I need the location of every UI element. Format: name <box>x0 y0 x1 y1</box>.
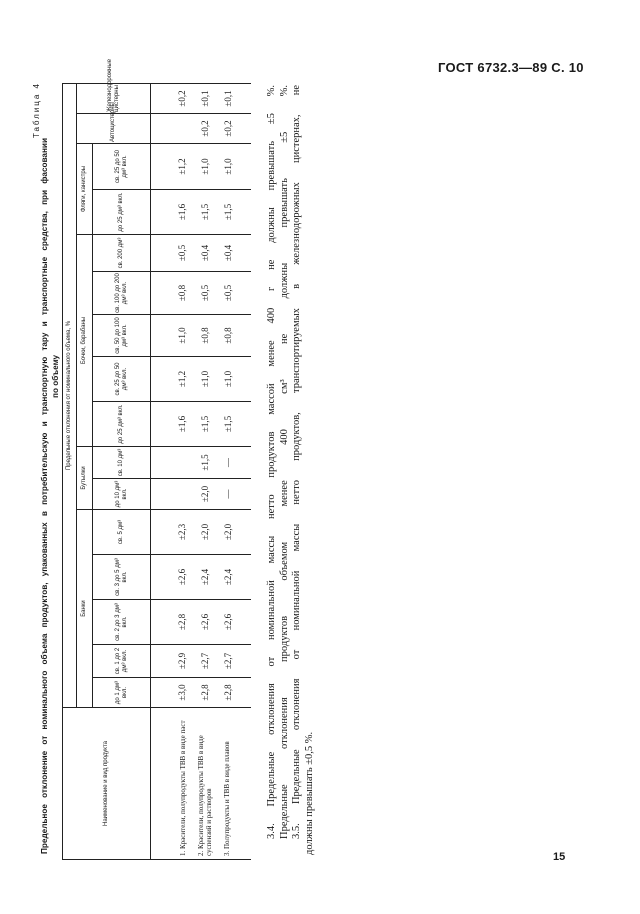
deviation-value: ±2,7 <box>187 644 223 678</box>
deviation-value: ±2,6 <box>187 599 223 645</box>
deviation-value: — <box>223 446 251 479</box>
group-header-flasks: Фляги, канистры <box>76 143 93 235</box>
deviation-value: ±2,7 <box>223 644 251 678</box>
column-header: св. 3 до 5 дм³ вкл. <box>92 554 151 600</box>
autocistern-header: Автоцистерны <box>76 102 151 144</box>
deviation-value: ±1,0 <box>187 356 223 402</box>
group-header-cans: Банки <box>76 509 93 708</box>
deviation-value: ±3,0 <box>150 677 187 708</box>
deviation-value <box>150 446 187 479</box>
deviation-value: ±2,6 <box>150 554 187 600</box>
deviation-value: ±1,6 <box>150 401 187 447</box>
deviation-value: ±2,8 <box>150 599 187 645</box>
paragraph-3-5: 3.5. Предельные отклонения от номинально… <box>291 85 302 839</box>
deviation-value: ±1,5 <box>223 189 251 235</box>
deviation-value: ±1,6 <box>150 189 187 235</box>
deviation-value: ±0,5 <box>223 271 251 315</box>
deviation-value: ±1,2 <box>150 143 187 190</box>
deviation-value: ±0,2 <box>187 113 223 144</box>
deviation-value: ±2,0 <box>187 509 223 555</box>
column-header: св. 25 до 50 дм³ вкл. <box>92 143 151 190</box>
deviation-value: ±0,1 <box>223 83 251 114</box>
deviation-value: ±0,2 <box>150 83 187 114</box>
deviation-value: ±0,4 <box>187 234 223 272</box>
deviation-value <box>150 113 187 144</box>
deviation-value: ±2,4 <box>187 554 223 600</box>
paragraph-3-5-cont: должны превышать ±0,5 %. <box>303 731 315 855</box>
column-header: св. 10 дм³ <box>92 446 151 479</box>
table-row: 1. Красители, полупродукты ТВВ в виде па… <box>150 83 187 860</box>
railcistern-header: Железнодорожные цистерны <box>76 59 151 114</box>
table-title: Предельное отклонение от номинального об… <box>40 138 49 854</box>
paragraph-3-4: 3.4. Предельные отклонения от номинально… <box>266 85 277 839</box>
deviation-value: ±1,5 <box>187 401 223 447</box>
deviation-value: ±1,0 <box>150 314 187 357</box>
column-header: до 25 дм³ вкл. <box>92 189 151 235</box>
deviation-value: ±1,2 <box>150 356 187 402</box>
page-number: 15 <box>553 851 566 863</box>
product-name: 3. Полупродукты и ТВВ в виде плавов <box>223 707 251 860</box>
column-header: до 1 дм³ вкл. <box>92 677 151 708</box>
deviation-value: ±0,8 <box>187 314 223 357</box>
deviation-value: ±2,0 <box>187 478 223 510</box>
deviation-value: ±1,5 <box>223 401 251 447</box>
column-header: св. 100 до 200 дм³ вкл. <box>92 271 151 315</box>
table-title-continuation: по объему <box>51 354 60 398</box>
deviation-value: ±2,4 <box>223 554 251 600</box>
deviation-value: ±2,0 <box>223 509 251 555</box>
column-header: до 25 дм³ вкл. <box>92 401 151 447</box>
group-header-bottles: Бутылки <box>76 446 93 510</box>
table-number: Таблица 4 <box>32 82 41 139</box>
rotated-page-content: Таблица 4 Предельное отклонение от номин… <box>30 59 330 860</box>
paragraph-3-4-cont: Предельные отклонения продуктов объемом … <box>278 85 290 839</box>
product-name: 1. Красители, полупродукты ТВВ в виде па… <box>150 707 187 860</box>
deviation-value: ±0,1 <box>187 83 223 114</box>
deviation-value: ±2,9 <box>150 644 187 678</box>
deviation-value: ±1,0 <box>223 143 251 190</box>
deviation-value: ±0,4 <box>223 234 251 272</box>
deviation-value: ±2,3 <box>150 509 187 555</box>
deviation-value: ±1,5 <box>187 189 223 235</box>
deviation-value <box>150 478 187 510</box>
column-header: св. 200 дм³ <box>92 234 151 272</box>
column-header: до 10 дм³ вкл. <box>92 478 151 510</box>
deviation-header: Предельные отклонения от номинального об… <box>62 83 77 708</box>
table-row: 2. Красители, полупродукты ТВВ в виде су… <box>187 83 223 860</box>
deviation-value: ±1,0 <box>187 143 223 190</box>
deviation-value: ±0,8 <box>150 271 187 315</box>
deviation-value: ±1,0 <box>223 356 251 402</box>
group-header-barrels: Бочки, барабаны <box>76 234 93 447</box>
column-header: св. 50 до 100 дм³ вкл. <box>92 314 151 357</box>
document-header-gost: ГОСТ 6732.3—89 С. 10 <box>438 60 584 75</box>
deviation-table: Наименование и вид продукта Предельные о… <box>62 59 251 860</box>
notes-text: 3.4. Предельные отклонения от номинально… <box>266 85 316 855</box>
deviation-value: ±0,2 <box>223 113 251 144</box>
deviation-value: ±2,8 <box>223 677 251 708</box>
product-name: 2. Красители, полупродукты ТВВ в виде су… <box>187 707 223 860</box>
deviation-value: ±2,6 <box>223 599 251 645</box>
deviation-value: ±0,5 <box>187 271 223 315</box>
table-row: 3. Полупродукты и ТВВ в виде плавов ±2,8 ±… <box>223 83 251 860</box>
deviation-value: ±0,5 <box>150 234 187 272</box>
deviation-value: ±0,8 <box>223 314 251 357</box>
name-header: Наименование и вид продукта <box>62 707 151 860</box>
deviation-value: ±1,5 <box>187 446 223 479</box>
column-header: св. 25 до 50 дм³ вкл. <box>92 356 151 402</box>
column-header: св. 5 дм³ <box>92 509 151 555</box>
deviation-value: — <box>223 478 251 510</box>
column-header: св. 1 до 2 дм³ вкл. <box>92 644 151 678</box>
column-header: св. 2 до 3 дм³ вкл. <box>92 599 151 645</box>
deviation-value: ±2,8 <box>187 677 223 708</box>
